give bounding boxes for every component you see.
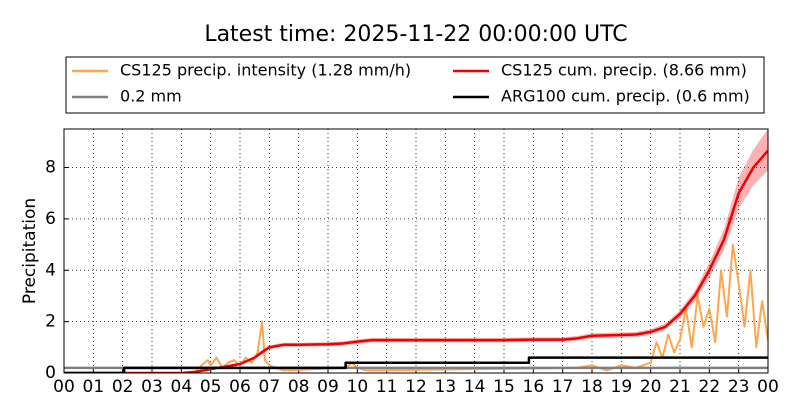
x-tick-label: 02 bbox=[112, 377, 134, 397]
x-tick-label: 09 bbox=[317, 377, 339, 397]
x-tick-label: 03 bbox=[141, 377, 163, 397]
legend-label: ARG100 cum. precip. (0.6 mm) bbox=[501, 87, 750, 106]
x-tick-label: 22 bbox=[699, 377, 721, 397]
x-tick-label: 23 bbox=[728, 377, 750, 397]
x-tick-label: 13 bbox=[435, 377, 457, 397]
y-tick-label: 0 bbox=[45, 363, 56, 383]
legend-label: CS125 cum. precip. (8.66 mm) bbox=[501, 61, 747, 80]
x-tick-label: 01 bbox=[83, 377, 105, 397]
plot-area bbox=[64, 129, 768, 373]
x-tick-label: 14 bbox=[464, 377, 486, 397]
x-tick-label: 00 bbox=[53, 377, 75, 397]
y-tick-label: 8 bbox=[45, 158, 56, 178]
x-tick-label: 08 bbox=[288, 377, 310, 397]
x-tick-label: 06 bbox=[229, 377, 251, 397]
y-tick-label: 6 bbox=[45, 209, 56, 229]
x-tick-label: 19 bbox=[611, 377, 633, 397]
x-tick-label: 17 bbox=[552, 377, 574, 397]
x-tick-label: 05 bbox=[200, 377, 222, 397]
legend-label: CS125 precip. intensity (1.28 mm/h) bbox=[120, 61, 411, 80]
x-tick-label: 10 bbox=[347, 377, 369, 397]
y-tick-label: 4 bbox=[45, 260, 56, 280]
x-tick-label: 07 bbox=[259, 377, 281, 397]
x-tick-label: 11 bbox=[376, 377, 398, 397]
x-tick-label: 21 bbox=[669, 377, 691, 397]
legend-label: 0.2 mm bbox=[120, 87, 182, 106]
x-tick-label: 12 bbox=[405, 377, 427, 397]
x-tick-label: 20 bbox=[640, 377, 662, 397]
y-axis-label: Precipitation bbox=[20, 198, 40, 304]
y-tick-label: 2 bbox=[45, 312, 56, 332]
x-tick-label: 00 bbox=[757, 377, 779, 397]
x-tick-label: 15 bbox=[493, 377, 515, 397]
series-line bbox=[64, 356, 768, 373]
x-tick-label: 16 bbox=[523, 377, 545, 397]
plot-frame bbox=[63, 128, 769, 374]
x-tick-label: 04 bbox=[171, 377, 193, 397]
chart-title: Latest time: 2025-11-22 00:00:00 UTC bbox=[204, 22, 627, 47]
x-tick-label: 18 bbox=[581, 377, 603, 397]
series-line bbox=[64, 149, 768, 373]
legend-box bbox=[65, 56, 765, 114]
